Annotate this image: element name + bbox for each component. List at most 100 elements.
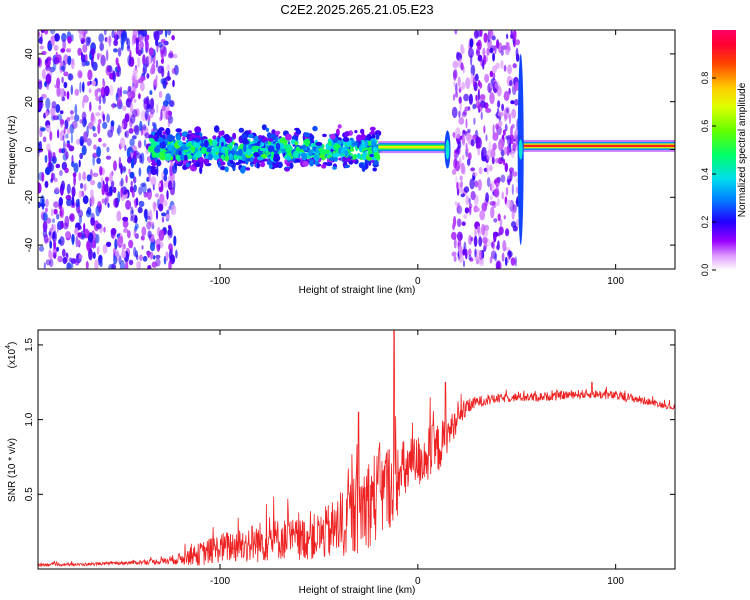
spectrogram-cell [165, 110, 169, 120]
spectrogram-cell [352, 158, 357, 163]
spectrogram-cell [260, 161, 266, 168]
spectrogram-cell [302, 160, 309, 167]
spectrogram-cell [232, 166, 236, 172]
spectrogram-cell [472, 171, 478, 177]
spectrogram-cell [165, 76, 172, 81]
spectrogram-cell [60, 119, 65, 125]
spectrogram-cell [54, 33, 60, 42]
spectrogram-cell [369, 126, 376, 131]
spectrogram-cell [455, 91, 459, 98]
spectrogram-cell [465, 133, 471, 141]
spectrogram-cell [132, 86, 137, 94]
spectrogram-cell [87, 81, 91, 86]
spectrogram-cell [59, 209, 63, 217]
spectrogram-cell [203, 158, 210, 165]
spectrogram-cell [250, 163, 254, 167]
spectrogram-cell [489, 195, 493, 201]
spectrogram-cell [500, 174, 506, 183]
spectrogram-cell [473, 117, 476, 126]
spectrogram-cell [124, 130, 129, 138]
spectrogram-cell [132, 109, 138, 118]
spectrogram-cell [147, 264, 152, 269]
spectrogram-cell [44, 207, 48, 213]
spectrogram-cell [103, 183, 109, 193]
spectrogram-cell [512, 225, 518, 232]
spectrogram-cell [479, 261, 484, 267]
spectrogram-cell [67, 55, 72, 66]
spectrogram-cell [103, 30, 107, 36]
spectrogram-cell [474, 73, 479, 82]
spectrogram-cell [131, 190, 135, 198]
spectrogram-cell [478, 167, 483, 175]
spectrogram-cell [44, 30, 49, 35]
spectrogram-cell [74, 88, 80, 96]
spectrogram-cell [161, 212, 167, 217]
spectrogram-cell [45, 259, 51, 266]
spectrogram-cell [87, 69, 93, 81]
spectrogram-cell [301, 145, 307, 150]
spectrogram-cell [109, 172, 113, 183]
spectrogram-cell [472, 134, 477, 140]
spectrogram-cell [135, 39, 140, 51]
spectrogram-cell [85, 260, 89, 269]
spectrogram-cell [483, 241, 488, 250]
spectrogram-cell [148, 221, 155, 226]
spectrogram-cell [86, 138, 92, 147]
spectrogram-cell [96, 146, 101, 158]
spectrogram-cell [344, 131, 350, 137]
spectrogram-cell [96, 157, 101, 164]
spectrogram-cell [149, 107, 155, 115]
spectrogram-cell [201, 147, 207, 155]
spectrogram-cell [134, 223, 139, 230]
spectrogram-cell [212, 139, 218, 146]
spectrogram-cell [496, 39, 500, 49]
spectrogram-cell [95, 233, 100, 244]
snr-ylabel: SNR (10 * v/v) [7, 438, 18, 502]
spectrogram-cell [102, 80, 106, 87]
spectrogram-cell [66, 198, 72, 207]
spectrogram-cell [56, 77, 61, 89]
spectrogram-cell [454, 30, 458, 35]
spectrogram-cell [318, 154, 326, 159]
spectrogram-cell [44, 110, 49, 117]
spectrogram-cell [479, 30, 483, 37]
spectrogram-cell [175, 249, 178, 259]
spectrogram-cell [107, 129, 113, 138]
spectrogram-cell [99, 42, 104, 52]
spectrogram-cells [38, 30, 675, 269]
spectrogram-cell [137, 30, 143, 35]
spectrogram-cell [42, 68, 46, 80]
spectrogram-cell [147, 54, 153, 65]
spectrogram-cell [478, 236, 483, 247]
spectrogram-cell [64, 119, 69, 130]
spectrogram-cell [50, 178, 53, 183]
spectrogram-cell [312, 125, 318, 132]
spectrogram-cell [165, 127, 171, 136]
spectrogram-panel: -100 0 100 -40 -20 0 20 40 Height of straight l… [7, 29, 676, 296]
spectrogram-cell [87, 232, 94, 243]
spectrogram-cell [497, 240, 500, 251]
spectrogram-cell [86, 174, 92, 182]
spectrogram-cell [261, 135, 266, 143]
spectrogram-cell [100, 176, 104, 188]
spectrogram-cell [101, 198, 105, 204]
spectrogram-cell [88, 88, 92, 94]
spectrogram-cell [224, 166, 229, 173]
spectrogram-cell [129, 138, 135, 147]
spectrogram-cell [286, 162, 291, 167]
spectrogram-cell [502, 240, 507, 252]
spectrogram-cell [116, 210, 122, 222]
spectrogram-cell [463, 214, 468, 220]
spectrogram-cell [470, 237, 474, 242]
spectrogram-cell [74, 114, 80, 122]
spectrogram-cell [493, 218, 498, 223]
spectrogram-cell [56, 86, 61, 97]
spectrogram-cell [159, 241, 164, 249]
spectrogram-cell [455, 127, 461, 139]
spectrogram-cell [137, 206, 143, 214]
spectrogram-cell [103, 226, 106, 233]
spectrogram-cell [496, 85, 502, 97]
spectrogram-cell [102, 121, 108, 129]
spectrogram-cell [92, 172, 99, 177]
spectrogram-cell [98, 119, 102, 124]
